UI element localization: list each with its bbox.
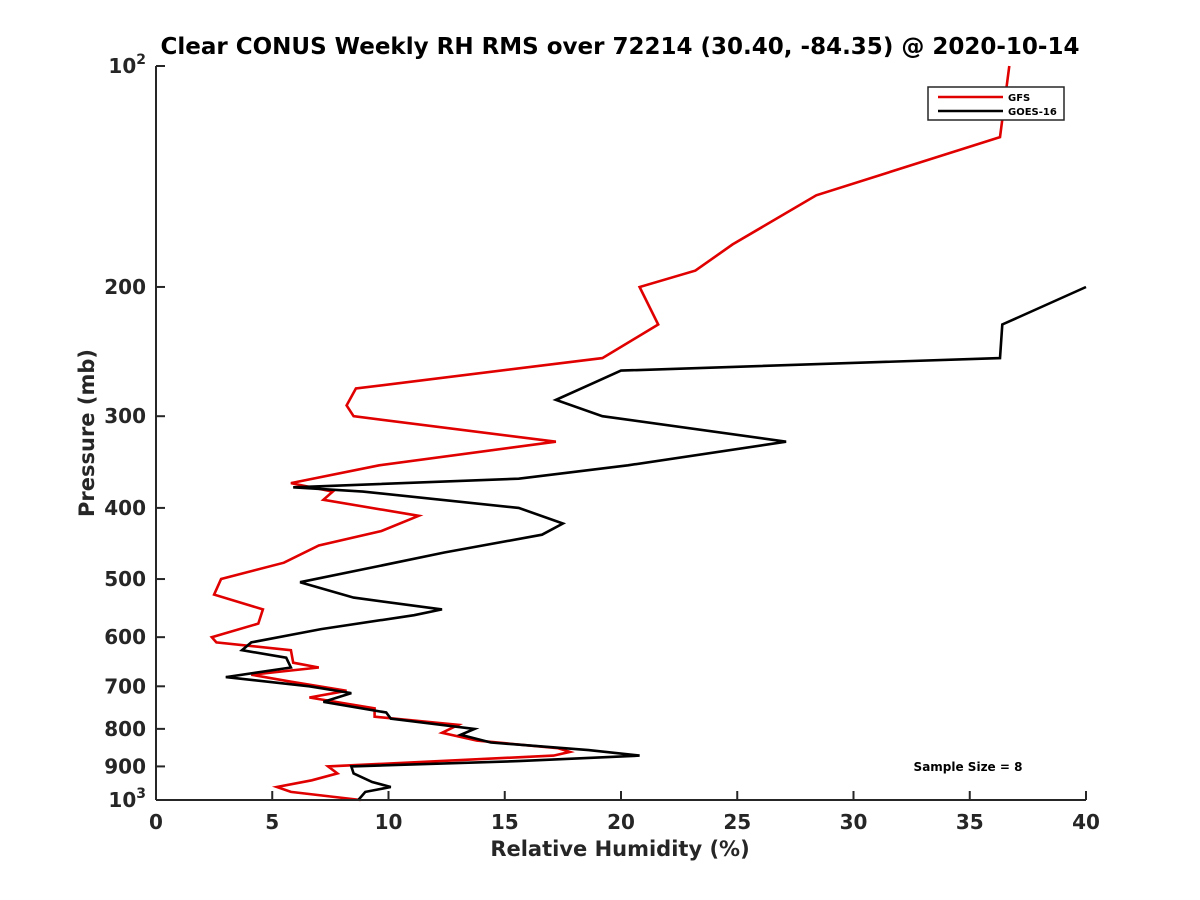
legend: GFS GOES-16: [927, 86, 1065, 121]
x-tick-label: 35: [956, 810, 984, 834]
axes: 0 5 10 15 20 25 30 35 40 102 200 300 400 500 600 700 800…: [104, 52, 1100, 834]
y-tick-label: 800: [104, 717, 146, 741]
y-tick-label: 600: [104, 625, 146, 649]
y-tick-label: 102: [108, 52, 146, 78]
y-tick-label: 200: [104, 275, 146, 299]
plot-series: [209, 65, 1087, 802]
x-tick-label: 40: [1072, 810, 1100, 834]
x-tick-label: 15: [491, 810, 519, 834]
y-tick-label: 500: [104, 567, 146, 591]
legend-label-goes-16: GOES-16: [1008, 107, 1057, 118]
y-tick-label: 700: [104, 674, 146, 698]
legend-box: [927, 86, 1065, 121]
x-tick-label: 10: [375, 810, 403, 834]
y-axis-label: Pressure (mb): [75, 349, 99, 517]
y-tick-label: 103: [108, 786, 146, 812]
x-tick-label: 0: [149, 810, 163, 834]
legend-label-gfs: GFS: [1008, 93, 1030, 104]
x-tick-label: 20: [607, 810, 635, 834]
x-tick-label: 5: [265, 810, 279, 834]
y-tick-label: 300: [104, 404, 146, 428]
series-line-goes-16: [225, 285, 1087, 801]
series-line-gfs: [209, 65, 1011, 802]
sample-size-annotation: Sample Size = 8: [914, 760, 1023, 774]
chart-title: Clear CONUS Weekly RH RMS over 72214 (30…: [161, 34, 1080, 60]
x-tick-label: 30: [840, 810, 868, 834]
y-tick-label: 900: [104, 754, 146, 778]
x-tick-label: 25: [723, 810, 751, 834]
x-axis-label: Relative Humidity (%): [490, 837, 749, 861]
y-tick-label: 400: [104, 496, 146, 520]
